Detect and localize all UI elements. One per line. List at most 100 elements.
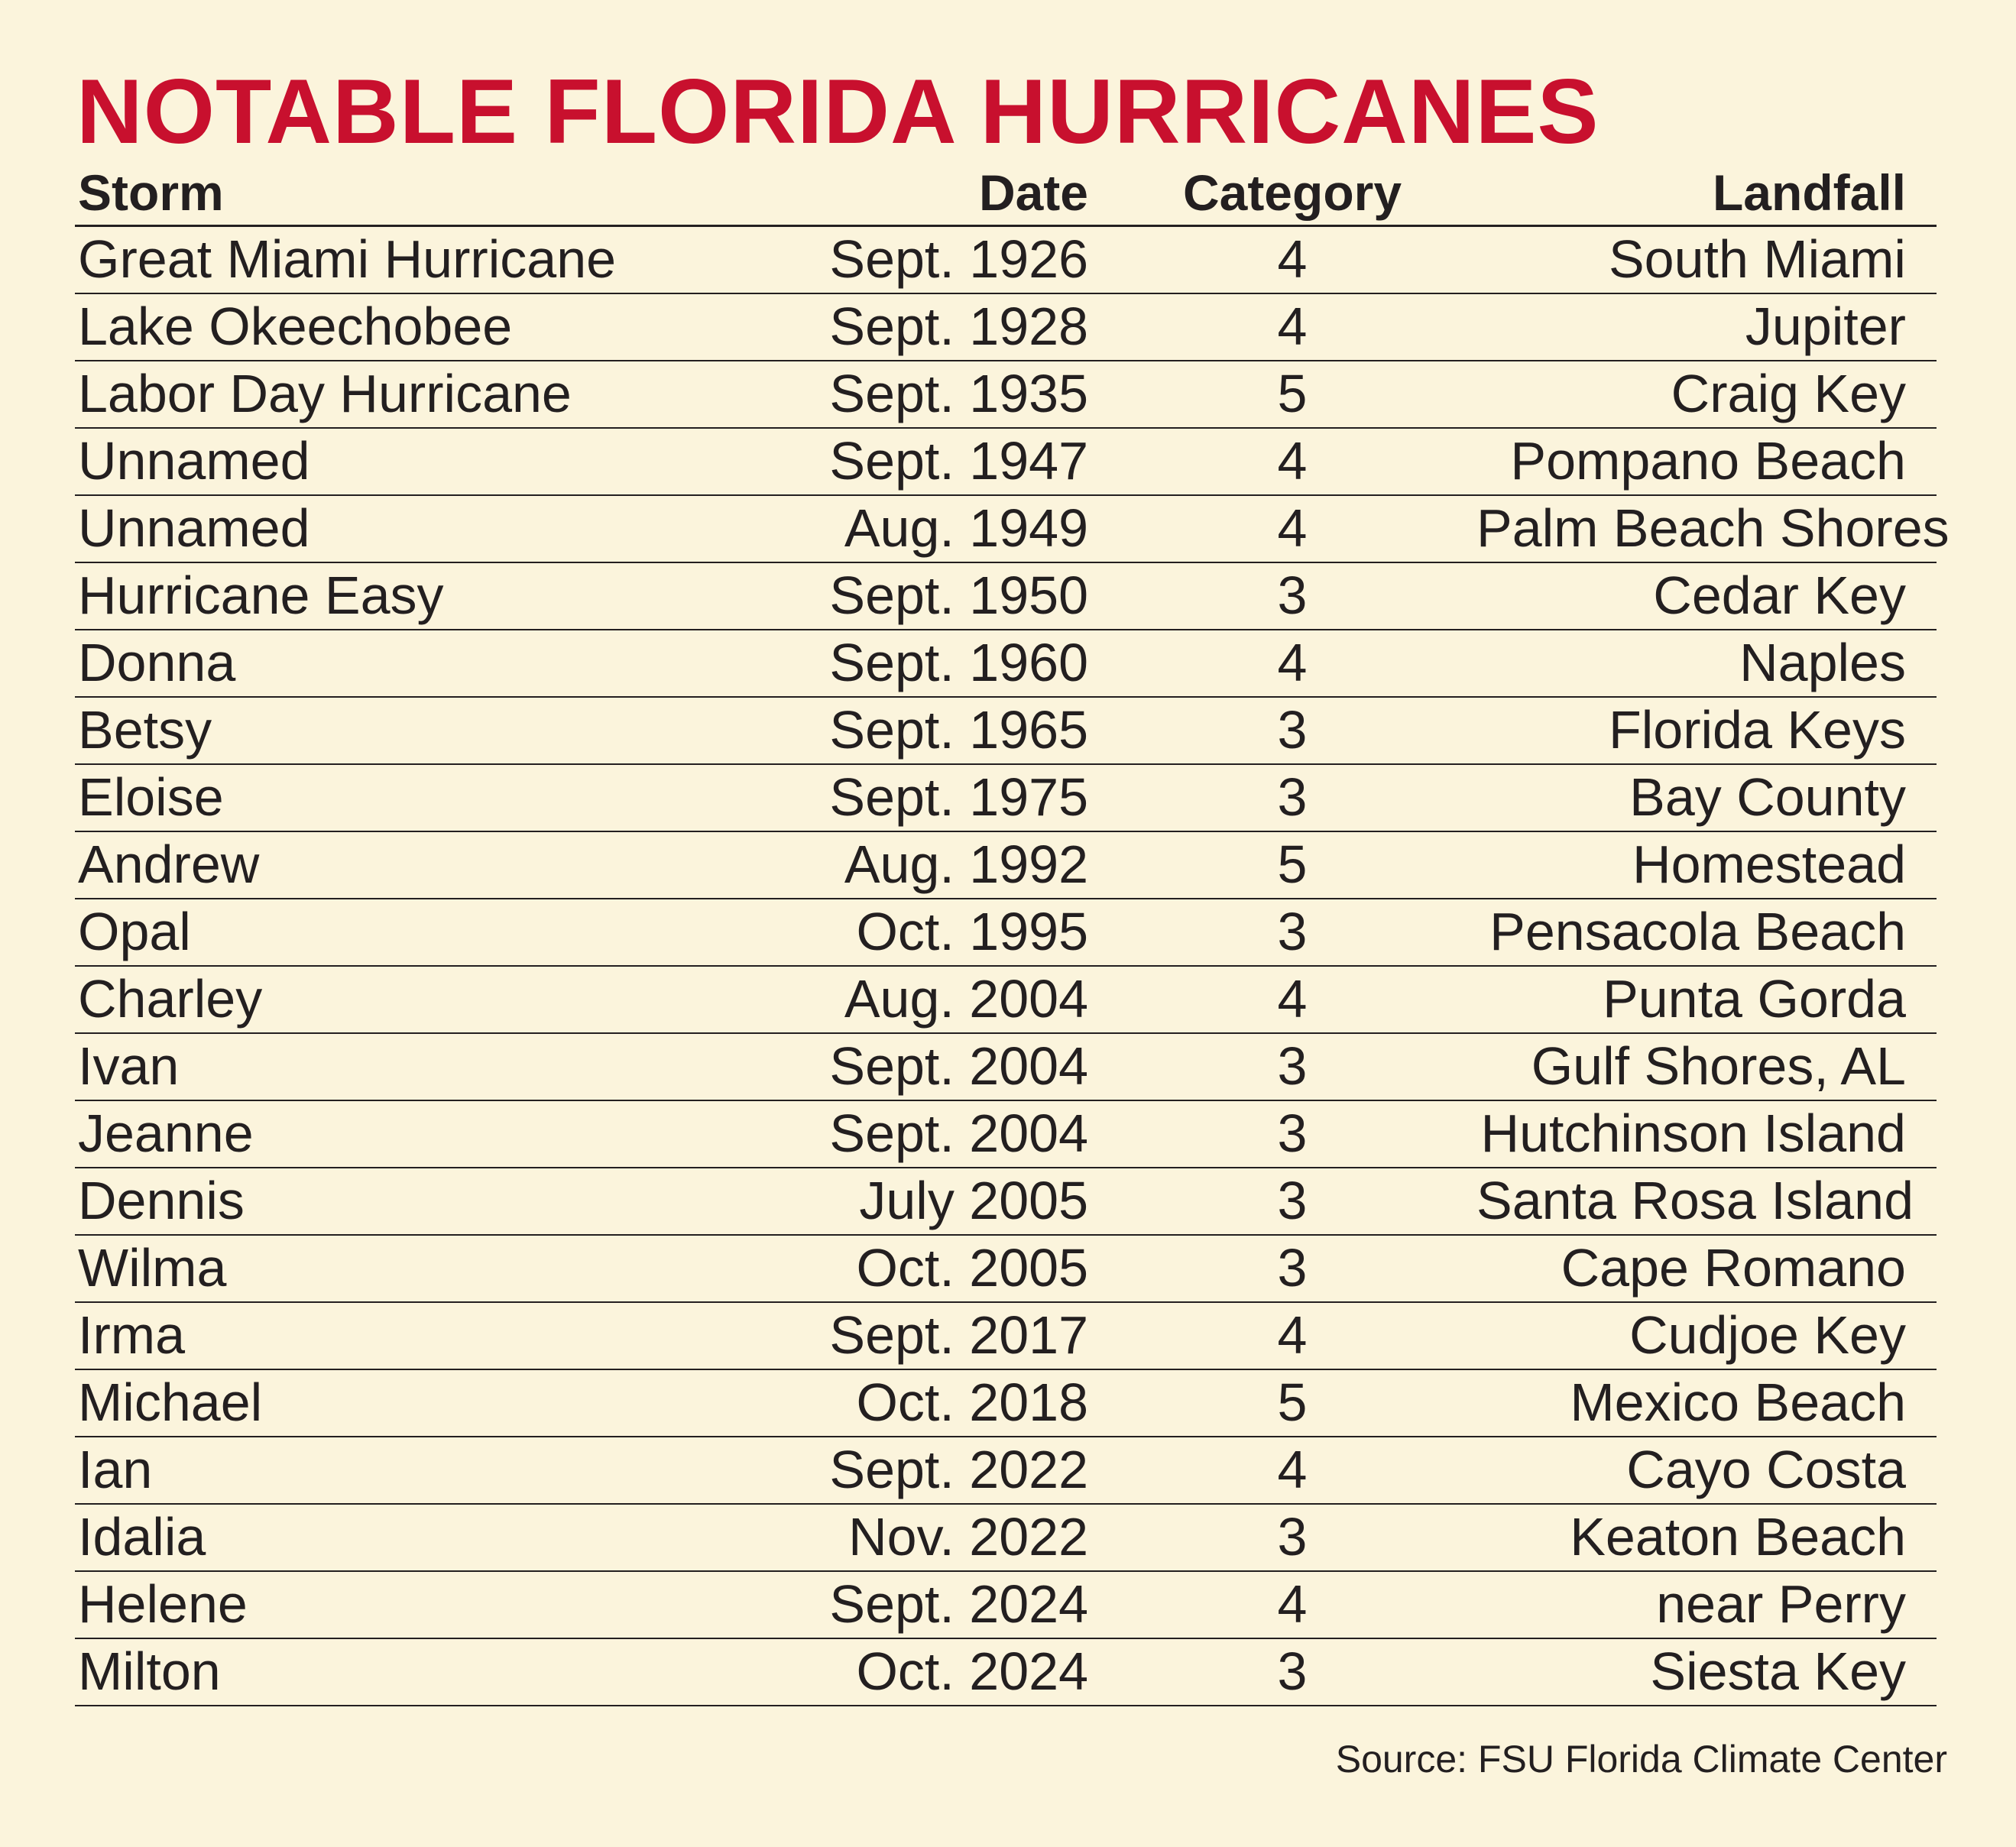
column-header-storm: Storm [75,165,786,227]
cell-date: Oct. 2005 [786,1235,1119,1303]
cell-landfall: Craig Key [1476,361,1937,429]
table-row: Donna Sept. 1960 4 Naples [75,630,1937,698]
cell-landfall: near Perry [1476,1571,1937,1639]
cell-date: Sept. 1960 [786,630,1119,698]
cell-date: Oct. 2018 [786,1369,1119,1437]
cell-category: 4 [1119,293,1476,361]
column-header-date: Date [786,165,1119,227]
cell-landfall: Punta Gorda [1476,966,1937,1034]
cell-date: Sept. 1975 [786,764,1119,832]
cell-date: Aug. 1992 [786,831,1119,899]
cell-storm: Michael [75,1369,786,1437]
cell-category: 4 [1119,225,1476,294]
cell-date: Nov. 2022 [786,1504,1119,1572]
cell-date: Sept. 1926 [786,225,1119,294]
cell-storm: Milton [75,1638,786,1706]
cell-storm: Unnamed [75,428,786,496]
cell-storm: Idalia [75,1504,786,1572]
table-body: Great Miami Hurricane Sept. 1926 4 South Mi… [75,225,1950,1706]
table-row: Dennis July 2005 3 Santa Rosa Island [75,1168,1937,1236]
cell-landfall: Bay County [1476,764,1937,832]
cell-landfall: Santa Rosa Island [1476,1168,1937,1236]
cell-landfall: Cudjoe Key [1476,1302,1937,1370]
cell-date: July 2005 [786,1168,1119,1236]
infographic: NOTABLE FLORIDA HURRICANES Storm Date Ca… [75,58,1950,1706]
cell-date: Sept. 2004 [786,1100,1119,1168]
table-row: Great Miami Hurricane Sept. 1926 4 South Mi… [75,225,1937,294]
cell-category: 5 [1119,1369,1476,1437]
cell-storm: Unnamed [75,495,786,563]
cell-category: 4 [1119,1571,1476,1639]
cell-storm: Dennis [75,1168,786,1236]
page-title: NOTABLE FLORIDA HURRICANES [76,60,1600,163]
cell-category: 3 [1119,1033,1476,1101]
source-credit: Source: FSU Florida Climate Center [1335,1738,1947,1781]
cell-storm: Lake Okeechobee [75,293,786,361]
cell-category: 4 [1119,966,1476,1034]
cell-storm: Wilma [75,1235,786,1303]
cell-date: Sept. 1965 [786,697,1119,765]
cell-date: Sept. 2017 [786,1302,1119,1370]
cell-category: 3 [1119,764,1476,832]
cell-landfall: Cape Romano [1476,1235,1937,1303]
cell-landfall: Jupiter [1476,293,1937,361]
table-row: Charley Aug. 2004 4 Punta Gorda [75,966,1937,1034]
table-row: Eloise Sept. 1975 3 Bay County [75,764,1937,832]
table-row: Idalia Nov. 2022 3 Keaton Beach [75,1504,1937,1572]
table-row: Lake Okeechobee Sept. 1928 4 Jupiter [75,293,1937,361]
cell-category: 3 [1119,562,1476,630]
cell-category: 4 [1119,1302,1476,1370]
cell-storm: Betsy [75,697,786,765]
column-header-category: Category [1119,165,1476,227]
cell-date: Sept. 1928 [786,293,1119,361]
cell-landfall: Florida Keys [1476,697,1937,765]
cell-storm: Labor Day Hurricane [75,361,786,429]
cell-category: 4 [1119,495,1476,563]
cell-landfall: Pompano Beach [1476,428,1937,496]
cell-landfall: Pensacola Beach [1476,899,1937,967]
cell-date: Aug. 1949 [786,495,1119,563]
cell-date: Sept. 2024 [786,1571,1119,1639]
column-header-landfall: Landfall [1476,165,1937,227]
cell-category: 3 [1119,1638,1476,1706]
cell-category: 3 [1119,1504,1476,1572]
table-row: Michael Oct. 2018 5 Mexico Beach [75,1369,1937,1437]
table-row: Milton Oct. 2024 3 Siesta Key [75,1638,1937,1706]
cell-category: 4 [1119,630,1476,698]
cell-storm: Jeanne [75,1100,786,1168]
cell-landfall: Cayo Costa [1476,1437,1937,1505]
cell-date: Oct. 2024 [786,1638,1119,1706]
cell-category: 4 [1119,1437,1476,1505]
cell-date: Sept. 2022 [786,1437,1119,1505]
table-row: Jeanne Sept. 2004 3 Hutchinson Island [75,1100,1937,1168]
cell-landfall: Hutchinson Island [1476,1100,1937,1168]
cell-category: 3 [1119,1235,1476,1303]
cell-date: Oct. 1995 [786,899,1119,967]
cell-storm: Eloise [75,764,786,832]
cell-landfall: Cedar Key [1476,562,1937,630]
cell-storm: Andrew [75,831,786,899]
table-row: Ian Sept. 2022 4 Cayo Costa [75,1437,1937,1505]
table-row: Labor Day Hurricane Sept. 1935 5 Craig Key [75,361,1937,429]
cell-landfall: Gulf Shores, AL [1476,1033,1937,1101]
cell-date: Sept. 2004 [786,1033,1119,1101]
table-row: Andrew Aug. 1992 5 Homestead [75,831,1937,899]
table-row: Unnamed Aug. 1949 4 Palm Beach Shores [75,495,1950,563]
table-row: Opal Oct. 1995 3 Pensacola Beach [75,899,1937,967]
cell-storm: Ivan [75,1033,786,1101]
cell-storm: Great Miami Hurricane [75,225,786,294]
cell-storm: Opal [75,899,786,967]
cell-date: Sept. 1950 [786,562,1119,630]
cell-category: 4 [1119,428,1476,496]
table-row: Unnamed Sept. 1947 4 Pompano Beach [75,428,1937,496]
cell-storm: Irma [75,1302,786,1370]
cell-landfall: Naples [1476,630,1937,698]
cell-category: 3 [1119,697,1476,765]
cell-landfall: South Miami [1476,225,1937,294]
cell-date: Sept. 1935 [786,361,1119,429]
hurricane-table: Storm Date Category Landfall Great Miami… [75,165,1950,1706]
cell-storm: Ian [75,1437,786,1505]
cell-date: Sept. 1947 [786,428,1119,496]
table-row: Betsy Sept. 1965 3 Florida Keys [75,697,1937,765]
cell-landfall: Palm Beach Shores [1476,495,1950,563]
